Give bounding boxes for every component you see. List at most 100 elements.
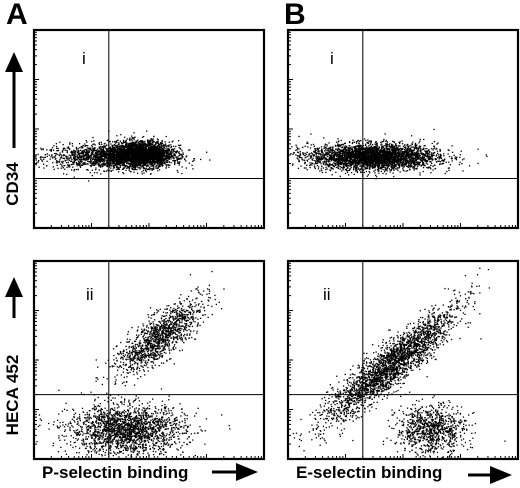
data-point [180,144,182,146]
scatter-points [290,128,488,180]
data-point [132,164,135,167]
data-point [139,158,142,161]
data-point [73,151,75,153]
data-point [139,149,141,151]
data-point [138,157,140,159]
data-point [143,164,146,166]
data-point [164,147,166,149]
data-point [118,143,120,145]
data-point [52,149,55,151]
data-point [94,152,96,154]
data-point [40,147,42,149]
data-point [451,145,453,147]
data-point [381,157,383,160]
data-point [131,159,133,161]
data-point [134,160,137,162]
data-point [158,155,160,157]
data-point [112,149,114,151]
data-point [116,168,118,170]
data-point [61,164,63,166]
data-point [98,148,101,150]
data-point [391,167,393,169]
data-point [152,161,154,163]
data-point [176,162,179,164]
data-point [86,168,88,171]
data-point [115,161,117,163]
data-point [121,168,124,170]
data-point [162,158,164,161]
data-point [129,144,131,146]
data-point [156,161,159,163]
data-point [140,159,142,162]
data-point [165,153,167,155]
data-point [144,140,146,142]
data-point [140,143,142,145]
data-point [56,161,59,163]
data-point [145,160,147,162]
data-point [132,156,134,158]
data-point [82,144,84,147]
data-point [161,143,164,145]
data-point [88,150,91,152]
data-point [85,157,87,159]
data-point [151,154,153,156]
data-point [121,157,123,159]
data-point [92,148,94,150]
data-point [110,163,112,165]
data-point [123,161,126,163]
data-point [151,162,153,164]
data-point [112,141,114,143]
data-point [153,167,155,169]
data-point [188,149,190,151]
data-point [136,172,139,174]
data-point [112,155,114,157]
data-point [437,154,440,156]
data-point [91,163,93,165]
data-point [127,160,129,162]
data-point [83,163,85,166]
data-point [128,166,130,168]
data-point [104,163,106,165]
data-point [152,164,154,166]
data-point [486,155,488,158]
data-point [90,159,92,161]
data-point [124,150,126,152]
data-point [141,140,143,142]
data-point [168,141,170,143]
data-point [93,158,95,160]
data-point [161,163,163,165]
data-point [316,158,319,160]
data-point [144,143,146,146]
data-point [109,158,111,160]
data-point [143,153,145,155]
data-point [66,150,68,152]
data-point [361,163,363,165]
data-point [149,139,151,142]
data-point [146,152,148,154]
data-point [118,164,121,166]
data-point [209,159,211,161]
data-point [124,149,126,151]
data-point [84,145,86,147]
data-point [90,149,92,151]
data-point [94,156,96,158]
data-point [171,156,173,158]
data-point [77,163,79,165]
data-point [115,146,118,148]
data-point [150,155,152,157]
data-point [95,153,98,155]
data-point [122,152,124,154]
data-point [44,153,47,156]
data-point [41,160,44,162]
data-point [135,156,137,158]
data-point [137,163,140,165]
data-point [91,152,93,154]
data-point [141,145,144,147]
data-point [165,164,167,166]
data-point [35,157,37,159]
data-point [55,152,57,155]
data-point [154,150,156,153]
data-point [156,142,158,144]
data-point [111,150,113,152]
data-point [166,155,168,157]
